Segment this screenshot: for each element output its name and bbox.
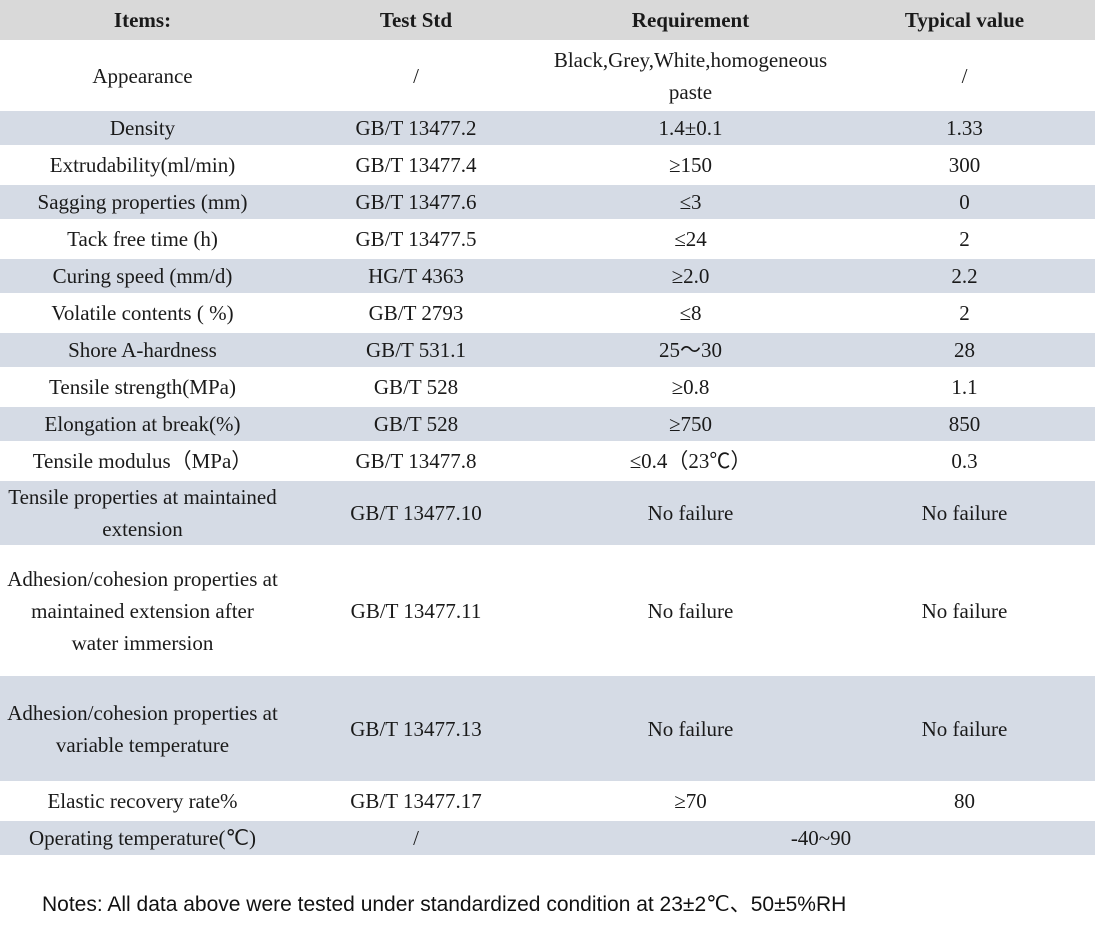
typ-cell: No failure (834, 546, 1095, 676)
typ-cell: No failure (834, 479, 1095, 548)
item-cell: Volatile contents ( %) (0, 294, 285, 333)
table-row-tensile-properties: Tensile properties at maintained extensi… (0, 479, 1095, 548)
req-cell: ≤24 (547, 220, 834, 259)
typ-cell: 850 (834, 405, 1095, 444)
typ-cell: 0 (834, 183, 1095, 222)
table-row-tensile-modulus: Tensile modulus（MPa） GB/T 13477.8 ≤0.4（2… (0, 442, 1095, 481)
req-cell: 1.4±0.1 (547, 109, 834, 148)
typ-cell: 2.2 (834, 257, 1095, 296)
table-row-adhesion-water-immersion: Adhesion/cohesion properties at maintain… (0, 546, 1095, 676)
std-cell: GB/T 13477.8 (285, 442, 547, 481)
item-cell: Density (0, 109, 285, 148)
std-cell: GB/T 13477.11 (285, 546, 547, 676)
table-row-curing-speed: Curing speed (mm/d) HG/T 4363 ≥2.0 2.2 (0, 257, 1095, 296)
table-row-extrudability: Extrudability(ml/min) GB/T 13477.4 ≥150 … (0, 146, 1095, 185)
req-cell: ≥750 (547, 405, 834, 444)
std-cell: GB/T 528 (285, 405, 547, 444)
item-cell: Tensile strength(MPa) (0, 368, 285, 407)
table-row-appearance: Appearance / Black,Grey,White,homogeneou… (0, 41, 1095, 111)
header-requirement: Requirement (547, 0, 834, 43)
req-cell: ≤3 (547, 183, 834, 222)
datasheet-page: Items: Test Std Requirement Typical valu… (0, 0, 1095, 916)
req-cell: ≤8 (547, 294, 834, 333)
item-cell: Tensile properties at maintained extensi… (0, 479, 285, 548)
req-cell: ≥2.0 (547, 257, 834, 296)
table-row-volatile-contents: Volatile contents ( %) GB/T 2793 ≤8 2 (0, 294, 1095, 333)
typ-cell: 1.1 (834, 368, 1095, 407)
item-cell: Elongation at break(%) (0, 405, 285, 444)
typ-cell: 2 (834, 220, 1095, 259)
std-cell: GB/T 13477.2 (285, 109, 547, 148)
item-cell: Appearance (0, 41, 285, 111)
req-cell: No failure (547, 479, 834, 548)
req-cell: ≥150 (547, 146, 834, 185)
typ-cell: 300 (834, 146, 1095, 185)
header-typical-value: Typical value (834, 0, 1095, 43)
req-cell: Black,Grey,White,homogeneous paste (547, 41, 834, 111)
table-row-shore-hardness: Shore A-hardness GB/T 531.1 25～30 28 (0, 331, 1095, 370)
spec-table: Items: Test Std Requirement Typical valu… (0, 0, 1095, 858)
item-cell: Curing speed (mm/d) (0, 257, 285, 296)
req-cell: No failure (547, 674, 834, 784)
std-cell: GB/T 13477.6 (285, 183, 547, 222)
req-cell: No failure (547, 546, 834, 676)
std-cell: GB/T 531.1 (285, 331, 547, 370)
header-test-std: Test Std (285, 0, 547, 43)
typ-cell: 1.33 (834, 109, 1095, 148)
std-cell: GB/T 528 (285, 368, 547, 407)
typ-cell: 0.3 (834, 442, 1095, 481)
std-cell: GB/T 13477.17 (285, 782, 547, 821)
header-items: Items: (0, 0, 285, 43)
typ-cell: / (834, 41, 1095, 111)
item-cell: Sagging properties (mm) (0, 183, 285, 222)
table-row-tensile-strength: Tensile strength(MPa) GB/T 528 ≥0.8 1.1 (0, 368, 1095, 407)
item-cell: Tack free time (h) (0, 220, 285, 259)
table-row-tack-free-time: Tack free time (h) GB/T 13477.5 ≤24 2 (0, 220, 1095, 259)
std-cell: / (285, 41, 547, 111)
item-cell: Adhesion/cohesion properties at variable… (0, 674, 285, 784)
table-row-elastic-recovery: Elastic recovery rate% GB/T 13477.17 ≥70… (0, 782, 1095, 821)
req-cell: ≥70 (547, 782, 834, 821)
std-cell: GB/T 13477.4 (285, 146, 547, 185)
req-cell: ≥0.8 (547, 368, 834, 407)
typ-cell: 28 (834, 331, 1095, 370)
std-cell: GB/T 13477.5 (285, 220, 547, 259)
item-cell: Elastic recovery rate% (0, 782, 285, 821)
std-cell: HG/T 4363 (285, 257, 547, 296)
spec-table-header: Items: Test Std Requirement Typical valu… (0, 0, 1095, 43)
std-cell: GB/T 13477.10 (285, 479, 547, 548)
std-cell: / (285, 819, 547, 858)
table-row-density: Density GB/T 13477.2 1.4±0.1 1.33 (0, 109, 1095, 148)
table-row-adhesion-variable-temp: Adhesion/cohesion properties at variable… (0, 674, 1095, 784)
header-row: Items: Test Std Requirement Typical valu… (0, 0, 1095, 43)
req-typ-merged-cell: -40~90 (547, 819, 1095, 858)
item-cell: Shore A-hardness (0, 331, 285, 370)
table-row-elongation: Elongation at break(%) GB/T 528 ≥750 850 (0, 405, 1095, 444)
req-cell: ≤0.4（23℃） (547, 442, 834, 481)
item-cell: Adhesion/cohesion properties at maintain… (0, 546, 285, 676)
typ-cell: 2 (834, 294, 1095, 333)
std-cell: GB/T 2793 (285, 294, 547, 333)
item-cell: Operating temperature(℃) (0, 819, 285, 858)
table-row-operating-temperature: Operating temperature(℃) / -40~90 (0, 819, 1095, 858)
std-cell: GB/T 13477.13 (285, 674, 547, 784)
item-cell: Tensile modulus（MPa） (0, 442, 285, 481)
typ-cell: 80 (834, 782, 1095, 821)
spec-table-body: Appearance / Black,Grey,White,homogeneou… (0, 41, 1095, 858)
table-row-sagging: Sagging properties (mm) GB/T 13477.6 ≤3 … (0, 183, 1095, 222)
req-cell: 25～30 (547, 331, 834, 370)
notes-text: Notes: All data above were tested under … (42, 893, 847, 916)
item-cell: Extrudability(ml/min) (0, 146, 285, 185)
typ-cell: No failure (834, 674, 1095, 784)
